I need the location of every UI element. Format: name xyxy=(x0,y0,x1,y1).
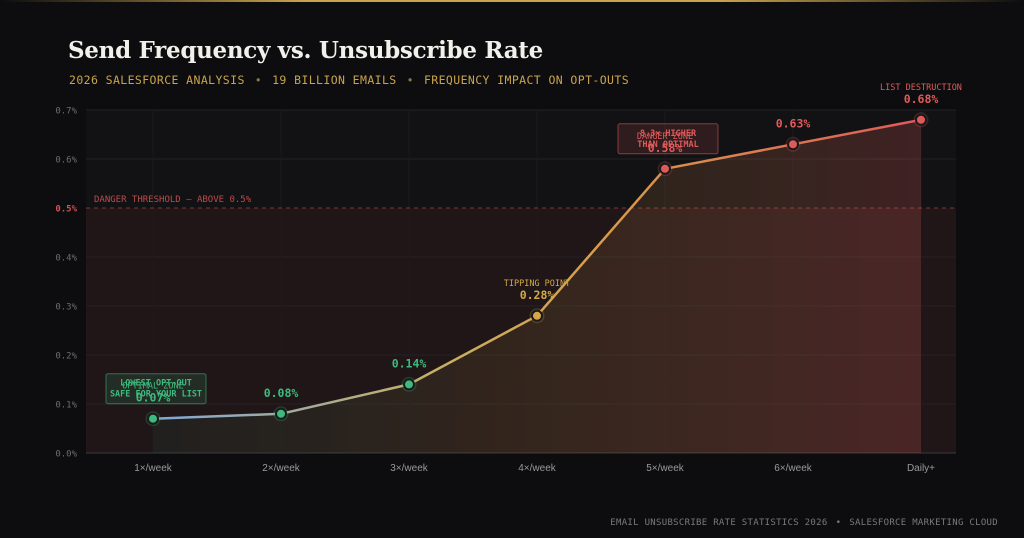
danger-threshold-label: DANGER THRESHOLD — ABOVE 0.5% xyxy=(94,195,252,205)
data-point xyxy=(275,407,287,420)
x-tick-label: 5×/week xyxy=(646,463,685,474)
callout-text: SAFE FOR YOUR LIST xyxy=(110,390,202,400)
x-tick-label: 2×/week xyxy=(262,463,301,474)
value-label: 0.08% xyxy=(264,386,299,400)
data-point xyxy=(403,378,415,391)
x-tick-label: 4×/week xyxy=(518,463,557,474)
value-label: 0.58% xyxy=(648,141,683,155)
area-fill xyxy=(153,119,921,454)
data-point xyxy=(659,162,671,175)
data-point xyxy=(531,309,543,322)
y-tick-label: 0.1% xyxy=(55,401,77,411)
data-point xyxy=(915,113,927,126)
value-label: 0.14% xyxy=(392,356,427,370)
x-tick-label: 1×/week xyxy=(134,463,173,474)
subtitle-part-source: 2026 SALESFORCE ANALYSIS xyxy=(69,73,245,87)
point-tag-label: TIPPING POINT xyxy=(504,279,571,289)
y-tick-label: 0.7% xyxy=(55,107,77,117)
subtitle: 2026 SALESFORCE ANALYSIS • 19 BILLION EMAI… xyxy=(69,73,629,87)
x-tick-label: 6×/week xyxy=(774,463,813,474)
value-label: 0.28% xyxy=(520,288,555,302)
value-label: 0.07% xyxy=(136,391,171,405)
point-tag-label: DANGER ZONE xyxy=(637,132,693,142)
callout-background xyxy=(105,373,207,405)
value-label: 0.63% xyxy=(776,116,811,130)
y-tick-label: 0.5% xyxy=(55,205,77,215)
subtitle-part-topic: FREQUENCY IMPACT ON OPT-OUTS xyxy=(423,73,630,87)
data-point xyxy=(147,412,159,425)
callout-text: THAN OPTIMAL xyxy=(637,140,698,150)
x-tick-label: 3×/week xyxy=(390,463,429,474)
y-tick-label: 0.6% xyxy=(55,156,77,166)
callout-background xyxy=(617,123,719,155)
page-title: Send Frequency vs. Unsubscribe Rate xyxy=(68,37,543,64)
footer-separator: • xyxy=(835,518,842,528)
subtitle-part-volume: 19 BILLION EMAILS xyxy=(272,73,397,87)
y-tick-label: 0.4% xyxy=(55,254,77,264)
y-tick-label: 0.2% xyxy=(55,352,77,362)
point-tag-label: LIST DESTRUCTION xyxy=(880,83,962,93)
footer-part-source: SALESFORCE MARKETING CLOUD xyxy=(849,518,998,528)
callout-text: 8.3× HIGHER xyxy=(640,129,697,139)
y-tick-label: 0.3% xyxy=(55,303,77,313)
footer-credit: EMAIL UNSUBSCRIBE RATE STATISTICS 2026 • S… xyxy=(610,518,998,528)
data-point xyxy=(787,138,799,151)
footer-part-title: EMAIL UNSUBSCRIBE RATE STATISTICS 2026 xyxy=(610,518,828,528)
value-label: 0.68% xyxy=(904,92,939,106)
callout-text: LOWEST OPT-OUT xyxy=(120,379,192,389)
subtitle-separator: • xyxy=(254,73,263,87)
subtitle-separator: • xyxy=(406,73,414,87)
point-tag-label: OPTIMAL ZONE xyxy=(122,382,183,392)
y-tick-label: 0.0% xyxy=(55,450,77,460)
top-accent-rule xyxy=(0,0,1024,2)
x-tick-label: Daily+ xyxy=(907,463,935,474)
